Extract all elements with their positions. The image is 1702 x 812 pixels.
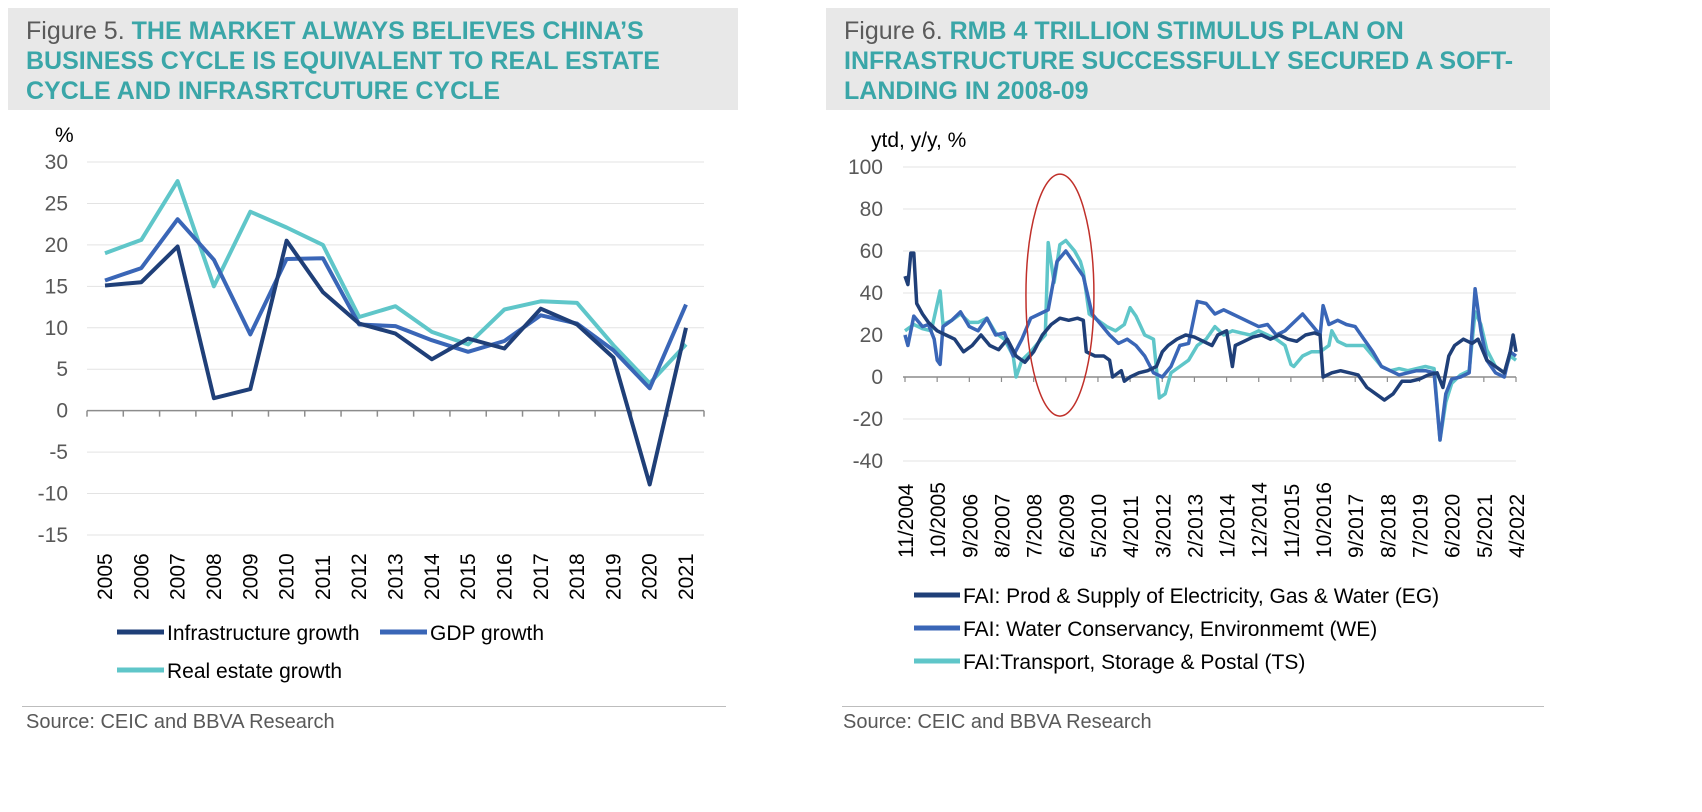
y-tick-label: 15 [45,275,68,298]
legend-label-infra: Infrastructure growth [167,622,360,645]
x-tick-label: 1/2014 [1217,493,1240,558]
y-tick-label: 20 [860,324,883,347]
x-tick-label: 2012 [348,553,371,600]
y-tick-label: 10 [45,317,68,340]
x-tick-label: 3/2012 [1152,494,1175,558]
series-line-infra [104,238,688,487]
x-tick-label: 2008 [203,553,226,600]
series-line-gdp [104,217,688,391]
y-axis-label: % [55,124,74,147]
y-axis-label: ytd, y/y, % [871,129,966,152]
x-tick-label: 9/2006 [959,494,982,558]
x-tick-label: 10/2016 [1313,482,1336,558]
y-tick-label: -10 [38,483,68,506]
y-tick-label: -5 [49,441,68,464]
x-tick-label: 7/2019 [1410,494,1433,558]
x-tick-label: 2009 [239,553,262,600]
x-tick-label: 7/2008 [1024,494,1047,558]
x-tick-label: 6/2020 [1442,494,1465,558]
x-tick-label: 8/2018 [1377,494,1400,558]
fig5-title-text: THE MARKET ALWAYS BELIEVES CHINA’S BUSIN… [26,17,660,105]
fig6-source: Source: CEIC and BBVA Research [843,711,1152,733]
legend-label-eg: FAI: Prod & Supply of Electricity, Gas &… [963,585,1439,608]
x-tick-label: 4/2022 [1506,494,1529,558]
legend-label-real_estate: Real estate growth [167,660,342,683]
x-tick-label: 2007 [167,553,190,600]
y-tick-label: 20 [45,234,68,257]
x-tick-label: 2006 [130,553,153,600]
y-tick-label: 0 [871,366,883,389]
fig6-label: Figure 6. [844,17,943,45]
y-tick-label: 0 [56,400,68,423]
x-tick-label: 2019 [602,553,625,600]
series-line-ts [903,238,1518,442]
y-tick-label: 40 [860,282,883,305]
x-tick-label: 8/2007 [991,494,1014,558]
fig5-source: Source: CEIC and BBVA Research [26,711,335,733]
x-tick-label: 5/2021 [1474,494,1497,558]
x-tick-label: 2010 [276,553,299,600]
y-tick-label: 60 [860,240,883,263]
x-tick-label: 2013 [385,553,408,600]
x-tick-label: 12/2014 [1249,482,1272,558]
x-tick-label: 2021 [675,553,698,600]
fig6-source-divider [842,706,1544,707]
x-tick-label: 11/2015 [1281,484,1304,558]
x-tick-label: 10/2005 [927,482,950,558]
y-tick-label: 30 [45,151,68,174]
stimulus-highlight-ellipse [1025,173,1095,417]
y-tick-label: 100 [848,156,883,179]
series-line-eg [903,251,1518,402]
fig5-title-box: Figure 5. THE MARKET ALWAYS BELIEVES CHI… [8,8,738,110]
fig5-source-divider [22,706,726,707]
x-tick-label: 6/2009 [1056,494,1079,558]
series-line-we [903,249,1518,442]
fig6-title-box: Figure 6. RMB 4 TRILLION STIMULUS PLAN O… [826,8,1550,110]
y-tick-label: -40 [853,450,883,473]
fig6-chart: 100 80 60 40 20 0 -20 -40 ytd, y/y, % 11/2004 10/2… [848,129,1529,674]
x-tick-label: 9/2017 [1345,494,1368,558]
legend-label-we: FAI: Water Conservancy, Environmemt (WE) [963,618,1377,641]
x-tick-label: 5/2010 [1088,494,1111,558]
x-tick-label: 2016 [493,553,516,600]
y-tick-label: -15 [38,524,68,547]
x-tick-label: 11/2004 [895,483,918,558]
x-tick-label: 2011 [312,555,335,600]
x-tick-label: 2005 [94,553,117,600]
fig6-title: Figure 6. RMB 4 TRILLION STIMULUS PLAN O… [844,16,1540,106]
x-tick-label: 2015 [457,553,480,600]
x-tick-label: 2020 [639,553,662,600]
legend-label-ts: FAI:Transport, Storage & Postal (TS) [963,651,1305,674]
x-tick-label: 2/2013 [1184,494,1207,558]
fig5-label: Figure 5. [26,17,125,45]
series-line-real_estate [104,179,688,386]
x-tick-label: 4/2011 [1120,495,1143,558]
y-tick-label: 25 [45,192,68,215]
fig5-title: Figure 5. THE MARKET ALWAYS BELIEVES CHI… [26,16,728,106]
y-tick-label: -20 [853,408,883,431]
x-tick-label: 2014 [421,553,444,600]
x-tick-label: 2018 [566,553,589,600]
legend-label-gdp: GDP growth [430,622,544,645]
y-tick-label: 80 [860,198,883,221]
y-tick-label: 5 [56,358,68,381]
fig6-title-text: RMB 4 TRILLION STIMULUS PLAN ON INFRASTR… [844,17,1514,105]
x-tick-label: 2017 [530,553,553,600]
